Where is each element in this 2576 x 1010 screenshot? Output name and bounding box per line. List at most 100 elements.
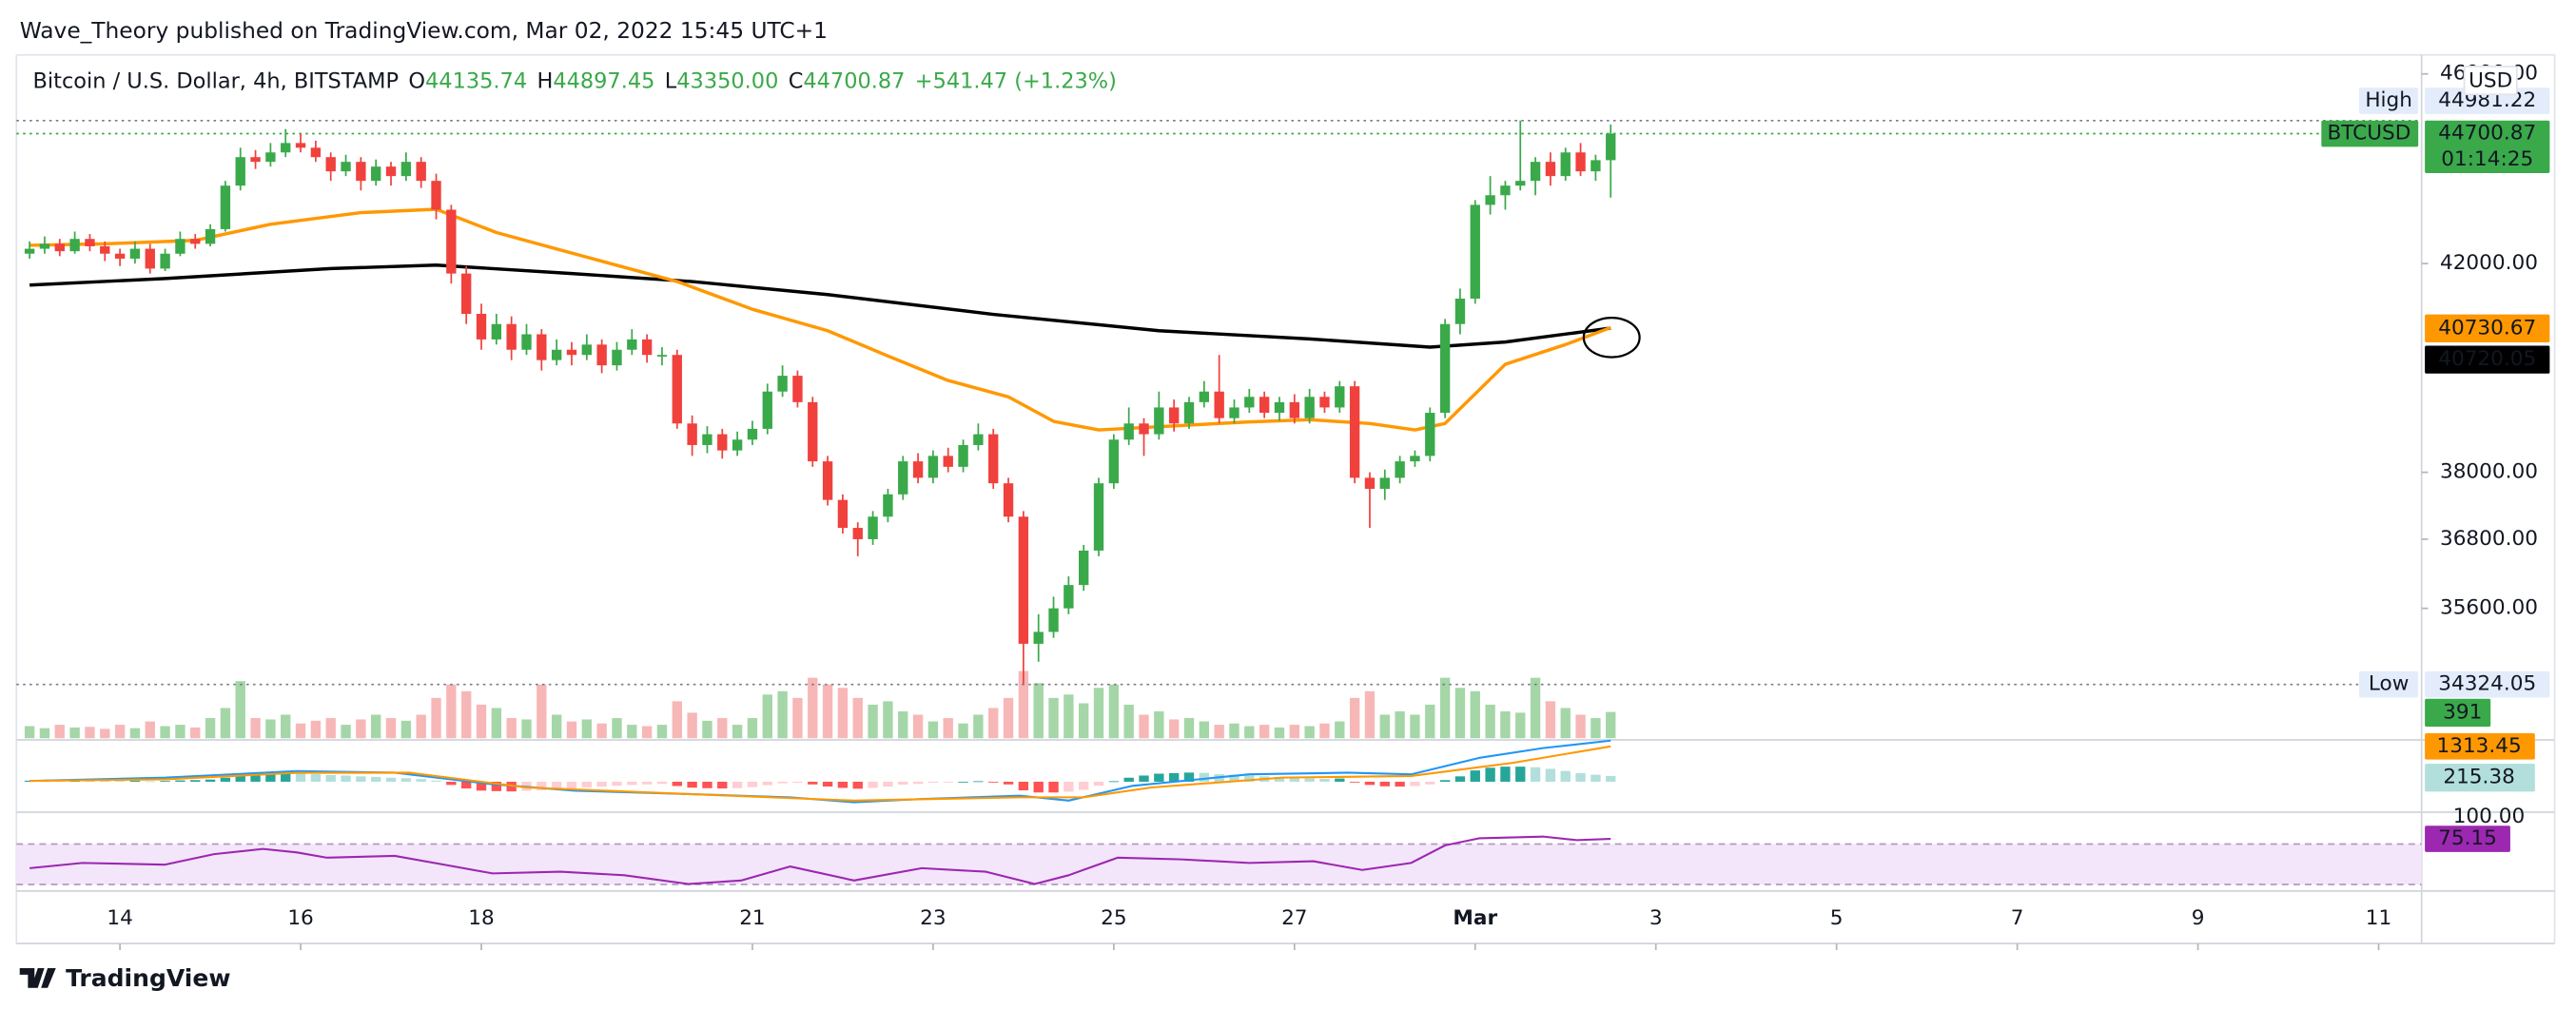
macd-histogram-bar — [1349, 781, 1360, 783]
volume-bar — [883, 701, 893, 739]
ohlc-key: O — [408, 68, 425, 93]
y-tick-label: 36800.00 — [2440, 527, 2538, 551]
volume-bar — [566, 721, 577, 739]
candle-body — [235, 157, 245, 186]
candle-body — [927, 456, 939, 478]
x-tick-label: 7 — [2011, 906, 2024, 930]
volume-bar — [175, 725, 185, 739]
macd-histogram-bar — [250, 773, 261, 782]
candle-body — [958, 444, 968, 467]
volume-bar — [777, 690, 788, 739]
candle-body — [596, 344, 607, 366]
candle-body — [988, 434, 999, 484]
candle-body — [883, 494, 893, 517]
candle-body — [356, 162, 366, 182]
candle-body — [566, 349, 577, 356]
candle-body — [431, 181, 441, 210]
macd-histogram-bar — [1123, 777, 1134, 782]
volume-bar — [612, 718, 622, 739]
candle-body — [1259, 397, 1270, 414]
candle-body — [250, 157, 261, 163]
volume-bar — [852, 697, 863, 739]
volume-bar — [100, 728, 110, 739]
volume-bar — [190, 727, 201, 739]
candle-body — [1018, 516, 1029, 644]
macd-histogram-bar — [1335, 778, 1345, 782]
volume-bar — [596, 723, 607, 739]
candle-body — [265, 152, 276, 163]
candle-body — [537, 334, 547, 360]
candle-body — [114, 253, 126, 259]
candle-body — [295, 143, 306, 148]
candle-body — [521, 334, 532, 350]
candle-body — [1183, 401, 1195, 424]
volume-bar — [1470, 690, 1480, 739]
volume-bar — [265, 719, 276, 739]
macd-histogram-bar — [943, 781, 953, 783]
volume-bar — [672, 701, 682, 739]
volume-bar — [747, 718, 758, 739]
candle-body — [1545, 162, 1556, 177]
macd-histogram-bar — [927, 781, 939, 784]
candle-body — [1454, 299, 1466, 324]
macd-histogram-bar — [325, 774, 336, 782]
volume-bar — [1064, 694, 1074, 739]
macd-histogram-bar — [1575, 772, 1586, 782]
macd-histogram-bar — [551, 781, 562, 790]
macd-histogram-bar — [460, 781, 472, 789]
macd-histogram-bar — [205, 779, 216, 782]
macd-histogram-bar — [175, 780, 185, 782]
candle-body — [416, 162, 426, 182]
countdown-text: 01:14:25 — [2441, 147, 2533, 171]
macd-histogram-bar — [265, 772, 276, 782]
low-tag — [2359, 670, 2419, 698]
macd-histogram-bar — [129, 780, 141, 782]
tv-logo — [19, 968, 56, 988]
candle-body — [551, 349, 562, 360]
y-tick-label: 35600.00 — [2440, 596, 2538, 620]
volume-bar — [702, 720, 712, 739]
candle-body — [310, 147, 322, 158]
macd-histogram-bar — [612, 781, 622, 787]
macd-histogram-bar — [416, 779, 426, 782]
volume-bar — [250, 718, 261, 739]
candle-body — [852, 528, 863, 539]
volume-bar — [808, 677, 818, 739]
macd-histogram-bar — [641, 781, 653, 785]
candle-body — [1439, 323, 1451, 414]
macd-histogram-bar — [672, 781, 682, 787]
candle-body — [1229, 407, 1239, 418]
x-tick-label: 25 — [1101, 906, 1126, 930]
volume-bar — [1123, 704, 1134, 739]
candle-body — [612, 349, 622, 366]
macd-histogram-bar — [808, 781, 818, 785]
last-price-text: 44700.87 — [2438, 122, 2536, 146]
symbol-title: Bitcoin / U.S. Dollar, 4h, BITSTAMP — [33, 68, 399, 93]
macd-tag — [2425, 733, 2535, 760]
volume-bar — [762, 694, 772, 739]
macd-histogram-bar — [883, 781, 893, 787]
volume-bar — [822, 684, 833, 739]
macd-histogram-bar — [837, 781, 849, 788]
candle-body — [792, 376, 803, 402]
macd-histogram-bar — [898, 781, 908, 786]
macd-histogram-bar — [476, 781, 487, 791]
macd-histogram-bar — [566, 781, 577, 789]
ohlc-key: H — [537, 68, 553, 93]
macd-histogram-bar — [371, 776, 381, 782]
macd-histogram-bar — [1289, 778, 1299, 782]
macd-line — [29, 745, 1611, 802]
macd-histogram-bar — [1003, 781, 1014, 785]
x-tick-label: 27 — [1281, 906, 1307, 930]
ohlc-value: 44897.45 — [553, 68, 654, 93]
x-tick-label: 23 — [920, 906, 946, 930]
candle-body — [581, 344, 592, 356]
volume-bar — [581, 719, 592, 739]
frame — [15, 53, 2556, 944]
volume-bar — [988, 708, 999, 739]
volume-bar — [521, 719, 532, 739]
y-tick-label: 100.00 — [2453, 805, 2526, 828]
candle-body — [717, 434, 728, 451]
